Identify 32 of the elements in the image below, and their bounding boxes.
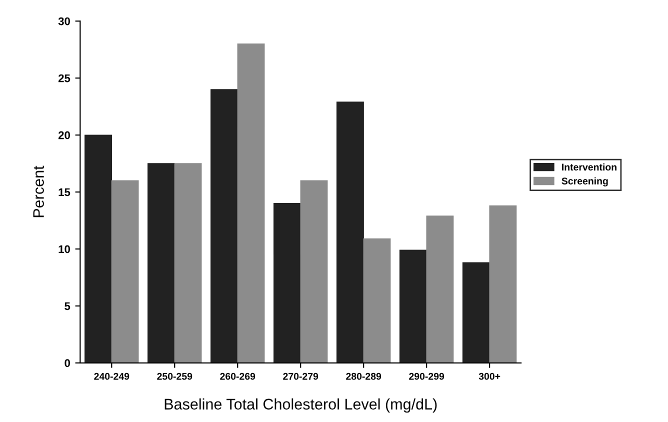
y-tick-label: 30: [58, 17, 70, 26]
y-tick-label: 20: [58, 131, 70, 140]
bar: [84, 134, 112, 363]
x-tick-label: 240-249: [94, 372, 130, 380]
legend-label: Intervention: [562, 163, 616, 171]
bar: [273, 203, 301, 363]
y-axis-title: Percent: [33, 166, 44, 218]
bar: [399, 250, 427, 363]
y-tick-label: 10: [58, 245, 70, 254]
bar: [336, 102, 364, 363]
y-tick-label: 25: [58, 74, 70, 82]
x-tick-label: 290-299: [409, 372, 444, 380]
x-tick-label: 250-259: [157, 372, 192, 380]
bar: [462, 262, 490, 363]
x-tick-label: 300+: [478, 372, 500, 380]
y-tick-label: 15: [58, 188, 70, 196]
x-axis-title: Baseline Total Cholesterol Level (mg/dL): [164, 398, 437, 413]
x-tick-label: 280-289: [346, 372, 382, 380]
bar: [426, 216, 454, 363]
legend-label: Screening: [562, 177, 608, 186]
x-tick-label: 270-279: [283, 372, 318, 380]
x-tick-label: 260-269: [220, 372, 256, 380]
bar: [300, 180, 328, 363]
bar: [363, 238, 391, 363]
bar: [489, 205, 517, 363]
bar: [237, 44, 265, 363]
y-tick-label: 5: [64, 302, 70, 310]
bar: [174, 163, 202, 363]
bar: [148, 163, 175, 363]
bar: [111, 180, 139, 363]
bar: [210, 89, 238, 363]
y-tick-label: 0: [64, 359, 70, 368]
